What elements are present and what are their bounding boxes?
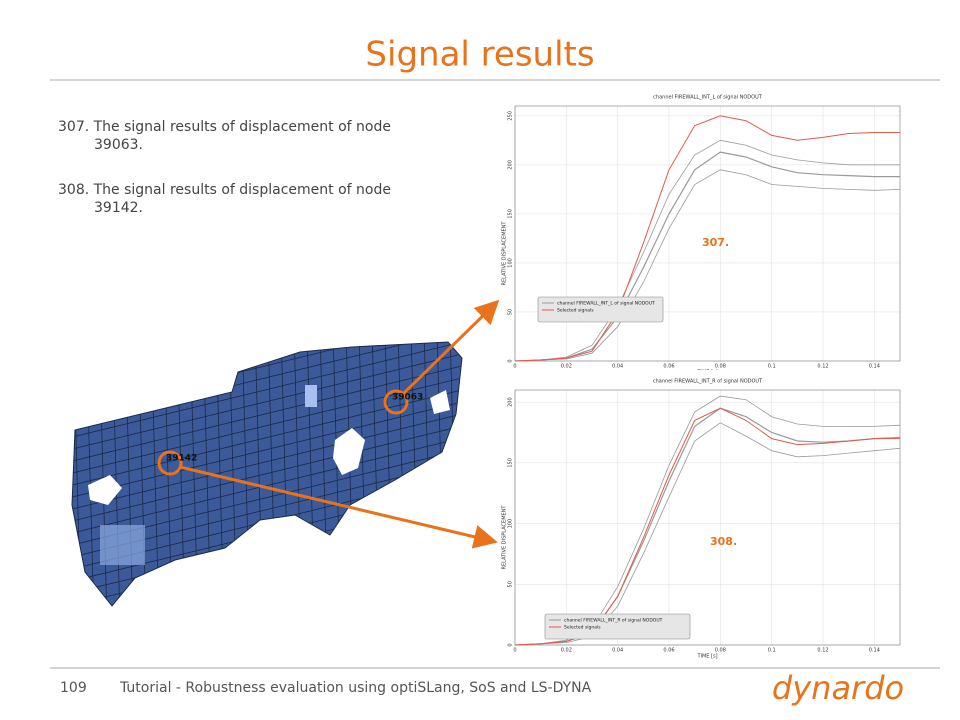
page-number: 109 xyxy=(60,680,87,696)
x-tick-label: 0.12 xyxy=(817,648,828,654)
y-axis-label: RELATIVE DISPLACEMENT xyxy=(502,505,508,570)
text-item: 308. The signal results of displacement … xyxy=(58,182,391,216)
y-tick-label: 150 xyxy=(508,209,514,219)
node-marker xyxy=(383,389,409,415)
footer-text: Tutorial - Robustness evaluation using o… xyxy=(119,680,592,696)
y-tick-label: 200 xyxy=(508,397,514,407)
x-tick-label: 0 xyxy=(513,364,516,370)
x-tick-label: 0.02 xyxy=(561,364,572,370)
mesh-line xyxy=(72,342,462,441)
title: Signal results xyxy=(365,35,594,75)
y-tick-label: 150 xyxy=(508,458,514,468)
mesh-line xyxy=(72,351,462,453)
legend-label: Selected signals xyxy=(557,308,594,314)
legend-label: channel FIREWALL_INT_L of signal NODOUT xyxy=(557,301,655,307)
mesh-line xyxy=(72,387,462,489)
y-tick-label: 250 xyxy=(508,111,514,121)
callout: 308. xyxy=(710,535,737,548)
x-axis-label: TIME [s] xyxy=(696,654,717,660)
mesh-line xyxy=(72,399,462,501)
y-tick-label: 100 xyxy=(508,519,514,529)
x-tick-label: 0.1 xyxy=(768,364,776,370)
plot-area xyxy=(514,105,901,362)
legend-label: Selected signals xyxy=(564,625,601,631)
x-tick-label: 0.14 xyxy=(869,364,880,370)
y-tick-label: 0 xyxy=(508,359,514,362)
legend-box xyxy=(537,296,664,323)
legend-label: channel FIREWALL_INT_R of signal NODOUT xyxy=(564,618,663,624)
callout: 307. xyxy=(702,236,729,249)
mesh-line xyxy=(72,411,462,513)
y-tick-label: 100 xyxy=(508,258,514,268)
mesh-line xyxy=(72,423,462,525)
text-item: 307. The signal results of displacement … xyxy=(58,119,391,153)
y-axis-label: RELATIVE DISPLACEMENT xyxy=(502,221,508,286)
plot-area xyxy=(514,389,901,646)
arrow xyxy=(179,465,498,549)
x-tick-label: 0 xyxy=(513,648,516,654)
x-tick-label: 0.02 xyxy=(561,648,572,654)
signal-line xyxy=(514,151,900,362)
signal-line xyxy=(514,115,900,362)
plot-frame xyxy=(503,85,910,370)
mesh-line xyxy=(463,330,471,620)
signal-line xyxy=(514,139,900,362)
x-tick-label: 0.12 xyxy=(817,364,828,370)
logo: dynardo xyxy=(772,669,904,707)
y-tick-label: 0 xyxy=(508,643,514,646)
node-marker xyxy=(157,450,183,476)
x-tick-label: 0.04 xyxy=(612,364,623,370)
chart-title: channel FIREWALL_INT_L of signal NODOUT xyxy=(653,95,763,101)
node-label: 39142 xyxy=(166,454,197,464)
x-tick-label: 0.06 xyxy=(663,648,674,654)
legend-box xyxy=(544,613,691,640)
y-tick-label: 50 xyxy=(508,309,514,315)
plot-frame xyxy=(503,370,910,655)
y-tick-label: 200 xyxy=(508,160,514,170)
y-tick-label: 50 xyxy=(508,581,514,587)
mesh-line xyxy=(60,330,68,620)
x-tick-label: 0.04 xyxy=(612,648,623,654)
x-tick-label: 0.06 xyxy=(663,364,674,370)
signal-line xyxy=(514,422,901,646)
x-tick-label: 0.1 xyxy=(768,648,776,654)
chart-title: channel FIREWALL_INT_R of signal NODOUT xyxy=(653,379,763,385)
x-tick-label: 0.08 xyxy=(715,364,726,370)
mesh-line xyxy=(72,363,462,465)
node-label: 39063 xyxy=(392,393,423,403)
x-tick-label: 0.14 xyxy=(869,648,880,654)
signal-line xyxy=(514,169,901,362)
mesh xyxy=(60,330,471,620)
x-tick-label: 0.08 xyxy=(715,648,726,654)
arrow xyxy=(402,299,500,395)
